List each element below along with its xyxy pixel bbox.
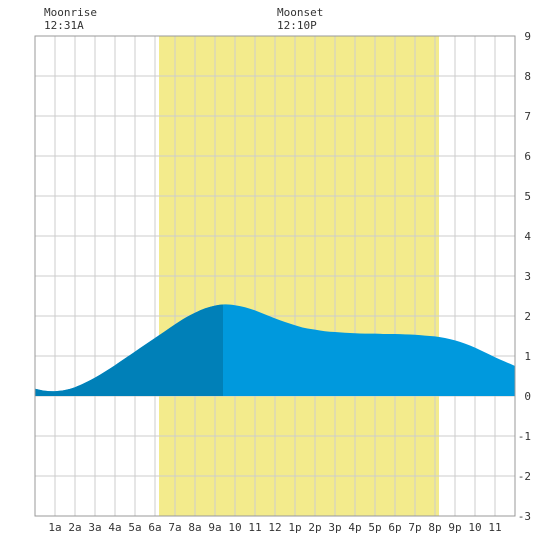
x-tick-label-2a: 2a: [68, 521, 81, 534]
x-tick-label-1p: 1p: [288, 521, 301, 534]
x-tick-label-5p: 5p: [368, 521, 381, 534]
moonrise-time: 12:31A: [44, 19, 84, 32]
x-tick-label-7p: 7p: [408, 521, 421, 534]
y-tick-label-6: 6: [524, 150, 531, 163]
x-tick-label-5a: 5a: [128, 521, 141, 534]
moonset-label: Moonset: [277, 6, 323, 19]
x-tick-label-8a: 8a: [188, 521, 201, 534]
tide-area-highlight: [35, 304, 223, 396]
x-tick-label-9a: 9a: [208, 521, 221, 534]
x-tick-label-1a: 1a: [48, 521, 61, 534]
x-tick-label-6a: 6a: [148, 521, 161, 534]
x-tick-label-11: 11: [248, 521, 261, 534]
y-tick-label--3: -3: [518, 510, 531, 523]
x-tick-label-4p: 4p: [348, 521, 361, 534]
y-tick-label-1: 1: [524, 350, 531, 363]
y-tick-label-5: 5: [524, 190, 531, 203]
x-tick-label-8p: 8p: [428, 521, 441, 534]
y-tick-label-8: 8: [524, 70, 531, 83]
plot-frame: [34, 35, 516, 517]
x-tick-label-6p: 6p: [388, 521, 401, 534]
y-tick-label-9: 9: [524, 30, 531, 43]
x-tick-label-10: 10: [468, 521, 481, 534]
x-tick-label-10: 10: [228, 521, 241, 534]
x-tick-label-11: 11: [488, 521, 501, 534]
y-tick-label-4: 4: [524, 230, 531, 243]
x-tick-label-2p: 2p: [308, 521, 321, 534]
x-tick-label-9p: 9p: [448, 521, 461, 534]
y-tick-label-0: 0: [524, 390, 531, 403]
y-tick-label--1: -1: [518, 430, 531, 443]
x-tick-label-12: 12: [268, 521, 281, 534]
moonset-time: 12:10P: [277, 19, 317, 32]
x-tick-label-7a: 7a: [168, 521, 181, 534]
moonrise-label: Moonrise: [44, 6, 97, 19]
x-tick-label-4a: 4a: [108, 521, 121, 534]
y-tick-label-2: 2: [524, 310, 531, 323]
x-tick-label-3p: 3p: [328, 521, 341, 534]
x-tick-label-3a: 3a: [88, 521, 101, 534]
y-tick-label-3: 3: [524, 270, 531, 283]
y-tick-label--2: -2: [518, 470, 531, 483]
y-tick-label-7: 7: [524, 110, 531, 123]
